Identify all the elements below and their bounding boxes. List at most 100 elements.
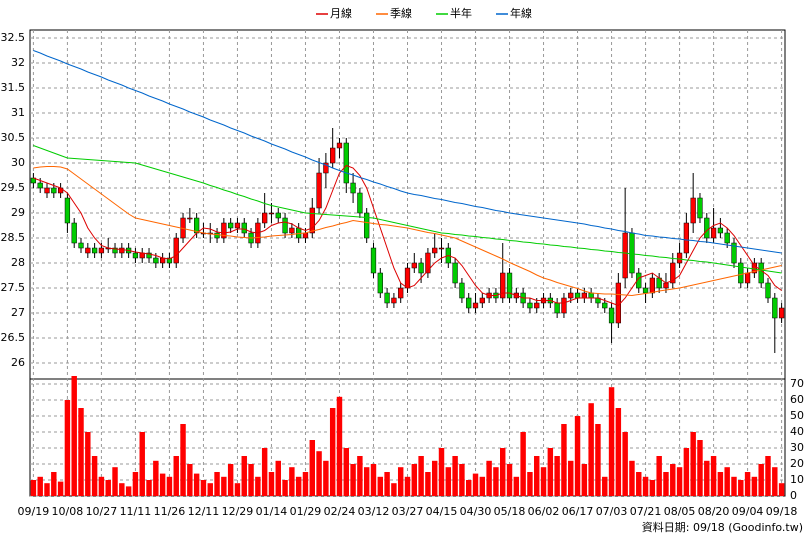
volume-bar xyxy=(255,476,261,496)
y-tick-label: 28 xyxy=(11,256,25,269)
volume-bar xyxy=(493,467,499,496)
candle-body xyxy=(309,207,315,234)
candle-body xyxy=(173,237,179,264)
volume-bar xyxy=(98,476,105,496)
candle-body xyxy=(37,182,43,189)
x-tick-label: 11/26 xyxy=(154,505,186,518)
x-tick-label: 07/03 xyxy=(596,505,628,518)
candle-body xyxy=(731,242,737,264)
volume-bar xyxy=(146,480,152,496)
candle-body xyxy=(772,297,778,319)
volume-bar xyxy=(234,483,241,496)
y-tick-label: 32 xyxy=(11,56,25,69)
candle-body xyxy=(744,272,751,284)
candle-body xyxy=(432,247,438,254)
volume-bar xyxy=(37,476,43,496)
candle-body xyxy=(166,257,173,264)
x-tick-label: 08/05 xyxy=(664,505,696,518)
candle-body xyxy=(234,222,241,229)
candle-body xyxy=(561,297,567,314)
volume-bar xyxy=(731,476,737,496)
volume-bar xyxy=(649,480,656,496)
candle-body xyxy=(187,217,193,220)
volume-bar xyxy=(30,480,37,496)
volume-bar xyxy=(629,460,635,496)
legend-label: 半年 xyxy=(450,6,472,20)
candle-body xyxy=(160,257,166,264)
volume-bar xyxy=(758,464,764,496)
volume-bar xyxy=(180,424,186,496)
legend-label: 年線 xyxy=(510,6,532,20)
volume-bar xyxy=(472,473,479,496)
volume-bar xyxy=(676,467,683,496)
volume-bar xyxy=(724,467,730,496)
y-tick-label: 29 xyxy=(11,206,25,219)
volume-bar xyxy=(282,480,288,496)
candle-body xyxy=(391,297,397,304)
candle-body xyxy=(282,217,288,234)
volume-bar xyxy=(574,416,581,496)
candle-body xyxy=(214,232,220,239)
candle-body xyxy=(724,232,730,244)
volume-bar xyxy=(465,480,472,496)
volume-bar xyxy=(173,456,179,496)
candle-body xyxy=(466,297,472,309)
candle-body xyxy=(384,292,390,304)
volume-bar xyxy=(207,483,213,496)
candle-body xyxy=(364,212,370,239)
volume-bar xyxy=(309,440,315,496)
x-tick-label: 12/29 xyxy=(222,505,254,518)
candle-body xyxy=(262,212,268,224)
volume-bar xyxy=(554,456,560,496)
volume-bar xyxy=(744,472,751,496)
volume-bar xyxy=(663,472,669,496)
volume-bar xyxy=(377,476,384,496)
candle-body xyxy=(404,267,411,289)
x-tick-label: 06/17 xyxy=(562,505,594,518)
volume-bar xyxy=(248,464,254,496)
volume-bar xyxy=(642,476,649,496)
volume-bar xyxy=(153,460,159,496)
volume-bar xyxy=(261,448,268,496)
candle-body xyxy=(459,282,465,299)
volume-bar xyxy=(112,467,118,496)
x-tick-label: 02/24 xyxy=(324,505,356,518)
volume-bar xyxy=(397,467,404,496)
candle-body xyxy=(132,252,139,259)
candle-body xyxy=(98,247,105,254)
candle-body xyxy=(302,232,309,239)
candle-body xyxy=(323,162,329,174)
volume-bar xyxy=(159,473,166,496)
candle-body xyxy=(622,232,628,279)
candle-body xyxy=(289,227,295,234)
candle-body xyxy=(112,247,118,254)
y-tick-label: 28.5 xyxy=(1,231,26,244)
y-tick-label: 26.5 xyxy=(1,331,26,344)
candle-body xyxy=(751,262,758,274)
y-tick-label: 30.5 xyxy=(1,131,26,144)
ma-line xyxy=(33,164,782,307)
x-tick-label: 04/30 xyxy=(460,505,492,518)
volume-bar xyxy=(187,464,193,496)
volume-bar xyxy=(78,408,84,496)
volume-bar xyxy=(622,432,628,496)
y2-tick-label: 0 xyxy=(790,489,797,502)
candle-body xyxy=(350,182,356,194)
volume-bar xyxy=(71,376,77,496)
volume-bar xyxy=(125,486,132,496)
volume-bar xyxy=(57,481,64,496)
candle-body xyxy=(588,292,594,299)
y-tick-label: 31 xyxy=(11,106,25,119)
volume-bar xyxy=(425,472,431,496)
candle-body xyxy=(51,187,57,194)
candle-body xyxy=(690,197,696,224)
candle-body xyxy=(221,222,227,239)
volume-bar xyxy=(486,460,492,496)
volume-bar xyxy=(411,464,418,496)
candle-body xyxy=(91,247,98,254)
candle-body xyxy=(683,222,690,254)
footer: 資料日期: 09/18 (Goodinfo.tw) xyxy=(642,520,803,534)
ma-line xyxy=(33,145,782,274)
candle-body xyxy=(778,307,785,319)
